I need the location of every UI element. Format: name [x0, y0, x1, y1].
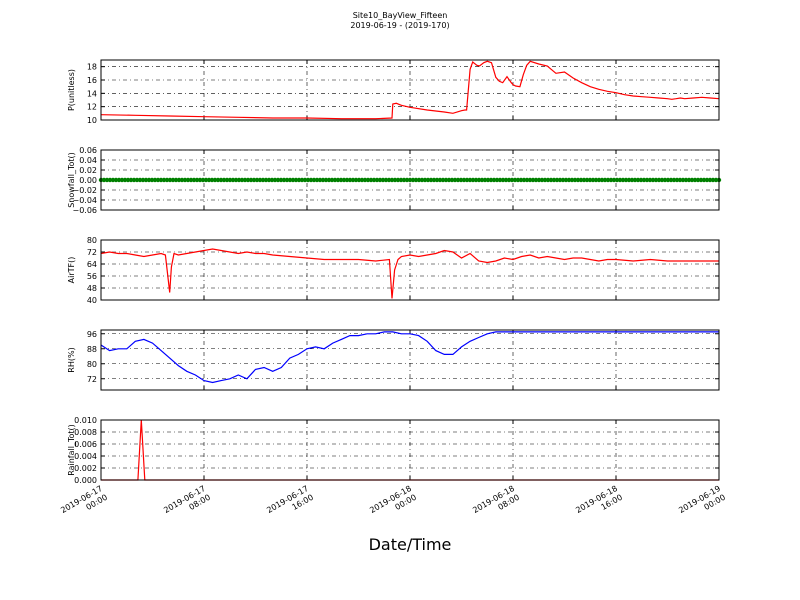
x-tick-label: 2019-06-1700:00	[59, 484, 109, 524]
y-tick-label: 48	[87, 284, 97, 293]
y-axis-label: RH(%)	[67, 347, 76, 372]
y-tick-label: 0.002	[74, 464, 97, 473]
y-axis-label: Rainfall_Tot()	[67, 424, 76, 476]
y-tick-label: 64	[87, 260, 97, 269]
y-tick-label: 16	[87, 76, 97, 85]
y-axis-label: AirTF()	[67, 257, 76, 284]
x-tick-labels: 2019-06-1700:00 2019-06-1708:00 2019-06-17…	[59, 484, 727, 524]
y-tick-label: 10	[87, 116, 97, 125]
plot-frame	[100, 329, 720, 391]
plot-frame	[100, 59, 720, 121]
y-tick-label: 0.02	[79, 166, 97, 175]
series-line	[100, 248, 719, 299]
plot-frame	[100, 419, 720, 481]
y-tick-label: 40	[87, 296, 97, 305]
y-tick-label: 96	[87, 330, 97, 339]
y-tick-label: 0.00	[79, 176, 97, 185]
y-tick-label: 12	[87, 103, 97, 112]
x-axis-label: Date/Time	[369, 535, 452, 554]
panel-3: 40 48 56 64 72 80 AirTF()	[67, 236, 720, 305]
y-axis-label: Snowfall_Tot()	[67, 152, 76, 208]
y-tick-label: 88	[87, 345, 97, 354]
y-tick-label: −0.06	[72, 206, 97, 215]
panel-1: 10 12 14 16 18 P(unitless)	[67, 59, 720, 125]
y-axis-label: P(unitless)	[67, 69, 76, 111]
y-tick-label: −0.02	[72, 186, 97, 195]
y-tick-label: 0.008	[74, 428, 97, 437]
y-tick-label: 0.04	[79, 156, 97, 165]
y-tick-label: 72	[87, 375, 97, 384]
y-tick-label: 14	[87, 89, 97, 98]
y-tick-label: 80	[87, 360, 97, 369]
figure-title: Site10_BayView_Fifteen	[353, 11, 448, 20]
y-tick-label: 0.004	[74, 452, 97, 461]
x-tick-label: 2019-06-1800:00	[368, 484, 418, 524]
panel-5: 0.000 0.002 0.004 0.006 0.008 0.010Rainfall_T…	[67, 416, 720, 485]
x-tick-label: 2019-06-1808:00	[471, 484, 521, 524]
y-tick-label: 80	[87, 236, 97, 245]
y-tick-label: 72	[87, 248, 97, 257]
plot-frame	[100, 149, 720, 211]
x-tick-label: 2019-06-1900:00	[677, 484, 727, 524]
y-tick-label: 0.010	[74, 416, 97, 425]
y-tick-label: 0.000	[74, 476, 97, 485]
y-tick-label: 18	[87, 63, 97, 72]
panels-group: 1012141618P(unitless)0.060.040.020.00−0.…	[67, 59, 722, 485]
series-line	[100, 60, 720, 120]
y-tick-label: 0.006	[74, 440, 97, 449]
y-tick-label: 56	[87, 272, 97, 281]
series-line	[100, 331, 719, 384]
x-tick-label: 2019-06-1816:00	[574, 484, 624, 524]
panel-2: 0.060.040.020.00−0.02−0.04−0.06Snowfall_…	[67, 146, 722, 215]
y-tick-label: −0.04	[72, 196, 97, 205]
y-tick-label: 0.06	[79, 146, 97, 155]
x-tick-label: 2019-06-1716:00	[265, 484, 315, 524]
plot-frame	[100, 239, 720, 301]
panel-4: 72 80 88 96 RH(%)	[67, 329, 720, 391]
figure-subtitle: 2019-06-19 - (2019-170)	[350, 21, 449, 30]
x-tick-label: 2019-06-1708:00	[162, 484, 212, 524]
